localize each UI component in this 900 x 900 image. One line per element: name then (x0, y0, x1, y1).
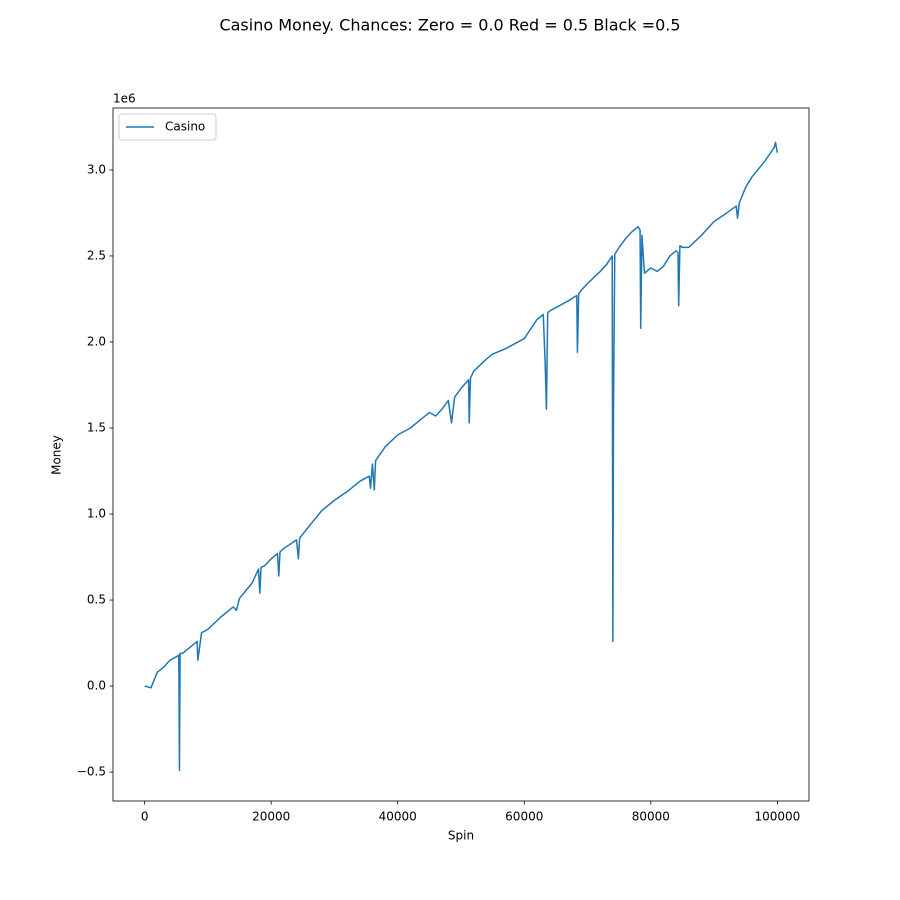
y-tick-label: 2.0 (87, 334, 106, 348)
x-tick-label: 100000 (754, 810, 800, 824)
y-tick-label: 2.5 (87, 248, 106, 262)
x-tick-label: 80000 (632, 810, 670, 824)
y-tick-label: 1.0 (87, 507, 106, 521)
y-tick-label: 0.5 (87, 593, 106, 607)
y-tick-label: 3.0 (87, 162, 106, 176)
legend-box (118, 113, 217, 141)
y-offset-label: 1e6 (113, 92, 136, 106)
y-axis-label: Money (50, 435, 64, 475)
x-tick-label: 20000 (252, 810, 290, 824)
y-tick-label: 0.0 (87, 679, 106, 693)
x-axis-label: Spin (448, 829, 474, 843)
y-tick-label: −0.5 (77, 765, 106, 779)
chart-title: Casino Money. Chances: Zero = 0.0 Red = … (219, 16, 680, 35)
y-tick-label: 1.5 (87, 421, 106, 435)
legend-label: Casino (165, 120, 205, 134)
x-tick-label: 0 (141, 810, 149, 824)
data-line (144, 141, 779, 772)
plot-frame (112, 107, 810, 802)
x-tick-label: 40000 (379, 810, 417, 824)
x-tick-label: 60000 (505, 810, 543, 824)
